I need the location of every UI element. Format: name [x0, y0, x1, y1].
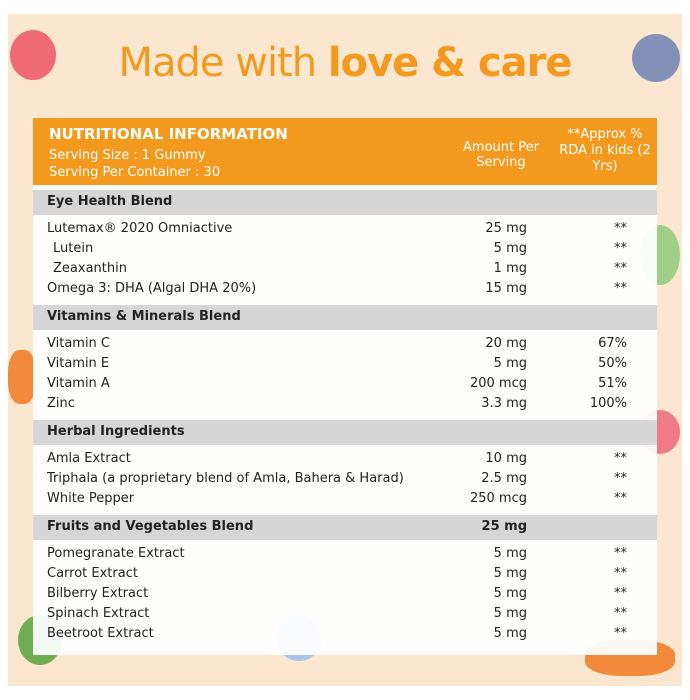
ingredient-name: Pomegranate Extract	[47, 546, 185, 561]
ingredient-rda: **	[614, 281, 627, 296]
ingredient-name: White Pepper	[47, 491, 135, 506]
ingredient-amount: 5 mg	[493, 356, 527, 371]
header-heading: NUTRITIONAL INFORMATION	[49, 125, 288, 143]
ingredient-name: Beetroot Extract	[47, 626, 154, 641]
ingredient-name: Carrot Extract	[47, 566, 138, 581]
ingredient-rda: **	[614, 221, 627, 236]
ingredient-amount: 5 mg	[493, 606, 527, 621]
title-regular: Made with	[118, 40, 317, 86]
radish-icon	[10, 30, 56, 80]
ingredient-rda: **	[614, 451, 627, 466]
ingredient-rda: **	[614, 606, 627, 621]
ingredient-name: Lutein	[53, 241, 94, 256]
section-header	[33, 420, 657, 445]
serving-size: Serving Size : 1 Gummy	[49, 148, 206, 163]
ingredient-amount: 5 mg	[493, 241, 527, 256]
ingredient-amount: 2.5 mg	[481, 471, 527, 486]
blueberry-icon	[632, 34, 680, 82]
ingredient-name: Omega 3: DHA (Algal DHA 20%)	[47, 281, 257, 296]
ingredient-rda: **	[614, 566, 627, 581]
ingredient-rda: 100%	[589, 396, 627, 411]
ingredient-name: Spinach Extract	[47, 606, 150, 621]
ingredient-rda: 50%	[598, 356, 627, 371]
ingredient-rda: **	[614, 261, 627, 276]
ingredient-rda: **	[614, 586, 627, 601]
ingredient-rda: **	[614, 241, 627, 256]
servings-per-container: Serving Per Container : 30	[49, 165, 221, 180]
ingredient-rda: **	[614, 491, 627, 506]
section-name: Eye Health Blend	[47, 194, 173, 209]
ingredient-amount: 15 mg	[485, 281, 527, 296]
nutrition-table: NUTRITIONAL INFORMATION Serving Size : 1…	[33, 118, 657, 655]
ingredient-name: Triphala (a proprietary blend of Amla, B…	[47, 471, 404, 486]
carrot-icon	[8, 350, 36, 404]
ingredient-name: Vitamin E	[47, 356, 110, 371]
ingredient-rda: 51%	[598, 376, 627, 391]
ingredient-rda: 67%	[598, 336, 627, 351]
section-header	[33, 190, 657, 215]
ingredient-name: Bilberry Extract	[47, 586, 149, 601]
ingredient-amount: 5 mg	[493, 586, 527, 601]
amount-column-header: Amount Per Serving	[463, 140, 539, 170]
ingredient-amount: 250 mcg	[469, 491, 527, 506]
section-name: Fruits and Vegetables Blend	[47, 519, 254, 534]
ingredient-name: Vitamin C	[47, 336, 111, 351]
ingredient-amount: 5 mg	[493, 546, 527, 561]
rda-column-header: **Approx % RDA in kids (2 Yrs)	[559, 127, 651, 174]
section-header	[33, 515, 657, 540]
title: Made with love & care	[0, 40, 690, 86]
ingredient-amount: 20 mg	[485, 336, 527, 351]
ingredient-name: Amla Extract	[47, 451, 131, 466]
ingredient-rda: **	[614, 626, 627, 641]
ingredient-amount: 5 mg	[493, 566, 527, 581]
title-bold: love & care	[327, 40, 573, 86]
ingredient-amount: 10 mg	[485, 451, 527, 466]
section-name: Herbal Ingredients	[47, 424, 185, 439]
ingredient-amount: 25 mg	[485, 221, 527, 236]
ingredient-name: Zeaxanthin	[53, 261, 127, 276]
section-name: Vitamins & Minerals Blend	[47, 309, 241, 324]
ingredient-amount: 3.3 mg	[481, 396, 527, 411]
ingredient-amount: 200 mcg	[469, 376, 527, 391]
ingredient-rda: **	[614, 471, 627, 486]
table-header: NUTRITIONAL INFORMATION Serving Size : 1…	[33, 118, 657, 185]
ingredient-name: Zinc	[47, 396, 75, 411]
section-amount: 25 mg	[481, 519, 527, 534]
ingredient-amount: 5 mg	[493, 626, 527, 641]
ingredient-amount: 1 mg	[493, 261, 527, 276]
ingredient-name: Vitamin A	[47, 376, 110, 391]
section-header	[33, 305, 657, 330]
ingredient-name: Lutemax® 2020 Omniactive	[47, 221, 233, 236]
ingredient-rda: **	[614, 546, 627, 561]
